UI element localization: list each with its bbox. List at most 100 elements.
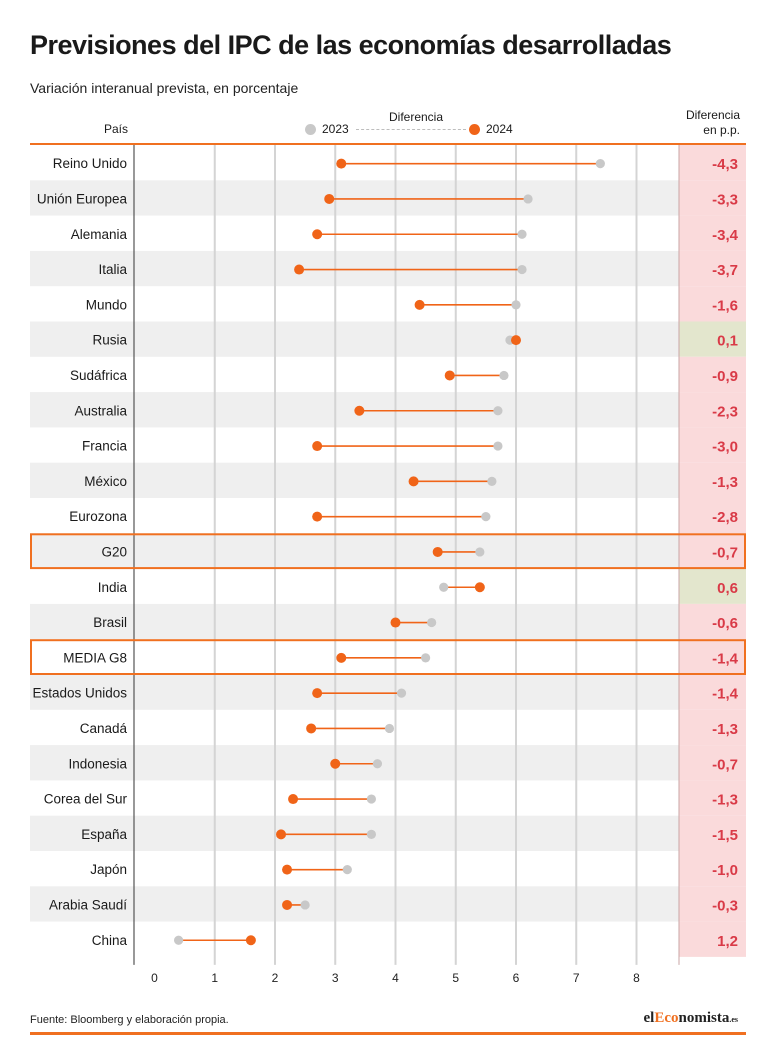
difference-column-header: Diferencia en p.p.: [686, 108, 740, 138]
x-tick-label: 1: [211, 971, 218, 985]
country-label: Unión Europea: [37, 191, 128, 206]
difference-value: -0,6: [712, 615, 738, 632]
country-label: Corea del Sur: [44, 792, 128, 807]
dot-2023: [595, 159, 605, 169]
dot-2023: [174, 935, 184, 945]
difference-cell: [679, 145, 746, 181]
dot-2024: [330, 758, 341, 769]
difference-value: -1,6: [712, 297, 738, 314]
difference-value: 1,2: [717, 933, 738, 950]
dot-2024: [336, 158, 347, 169]
dot-2023: [366, 794, 376, 804]
x-tick-label: 4: [392, 971, 399, 985]
source-note: Fuente: Bloomberg y elaboración propia.: [30, 1014, 229, 1026]
row-stripe: [30, 321, 679, 357]
country-label: Mundo: [86, 297, 127, 312]
publisher-logo: elEconomista.es: [643, 1010, 738, 1026]
difference-value: -3,0: [712, 439, 738, 456]
difference-value: -4,3: [712, 156, 738, 173]
dot-2024: [312, 688, 323, 699]
row-stripe: [30, 674, 679, 710]
legend-label-2023: 2023: [322, 122, 349, 136]
dot-2024: [294, 264, 305, 275]
dot-2024: [408, 476, 419, 487]
x-tick-label: 8: [633, 971, 640, 985]
legend-item-2023: 2023: [305, 122, 349, 136]
difference-cell: [679, 215, 746, 251]
difference-cell: [679, 180, 746, 216]
difference-cell: [679, 745, 746, 781]
difference-value: -1,0: [712, 862, 738, 879]
difference-value: 0,6: [717, 580, 738, 597]
dot-2024: [390, 617, 401, 628]
country-label: Francia: [82, 439, 128, 454]
difference-cell: [679, 533, 746, 569]
difference-cell: [679, 286, 746, 322]
row-stripe: [30, 250, 679, 287]
header-rule: [30, 143, 746, 145]
dot-2023: [421, 653, 431, 663]
dot-2023: [427, 617, 437, 628]
dot-2023: [396, 688, 407, 698]
country-label: Rusia: [92, 333, 127, 348]
chart-title: Previsiones del IPC de las economías des…: [30, 30, 672, 60]
chart-subtitle: Variación interanual prevista, en porcen…: [30, 80, 299, 96]
country-label: Canadá: [80, 721, 128, 736]
dot-2024: [282, 899, 293, 910]
country-label: MEDIA G8: [63, 650, 127, 665]
difference-cell: [679, 462, 746, 498]
difference-cell: [679, 392, 746, 428]
dumbbell-chart: Reino Unido -4,3 Unión Europea -3,3 Alemania…: [30, 145, 746, 985]
dot-2024: [354, 405, 365, 416]
difference-value: -3,3: [712, 191, 738, 208]
row-stripe: [30, 180, 679, 216]
country-label: China: [92, 933, 128, 948]
difference-cell: [679, 356, 746, 393]
dot-2024: [276, 829, 287, 840]
difference-value: -2,8: [712, 509, 738, 526]
dot-2024: [336, 652, 347, 663]
row-stripe: [30, 886, 679, 922]
country-label: Eurozona: [69, 509, 127, 524]
dot-2023: [493, 406, 503, 416]
dot-2023: [481, 512, 491, 522]
legend-dot-2024: [469, 123, 480, 135]
country-label: Reino Unido: [53, 156, 127, 171]
difference-header-line2: en p.p.: [703, 123, 740, 137]
country-label: Italia: [98, 262, 127, 277]
difference-cell: [679, 639, 746, 675]
country-label: Brasil: [93, 615, 127, 630]
row-stripe: [30, 745, 679, 781]
dot-2024: [511, 335, 521, 346]
dot-2023: [517, 229, 527, 239]
dot-2023: [342, 865, 352, 875]
dot-2024: [432, 546, 443, 557]
dot-2024: [288, 794, 299, 805]
difference-header-line1: Diferencia: [685, 108, 740, 122]
dot-2023: [300, 900, 310, 910]
row-stripe: [30, 815, 679, 851]
dot-2023: [439, 582, 449, 592]
difference-cell: [679, 709, 746, 746]
difference-value: 0,1: [717, 333, 738, 350]
difference-cell: [679, 603, 746, 640]
dot-2024: [312, 511, 323, 522]
legend-dot-2023: [305, 123, 316, 135]
dot-2024: [282, 864, 293, 875]
country-label: Indonesia: [68, 756, 127, 771]
difference-value: -1,5: [712, 827, 738, 844]
difference-value: -3,7: [712, 262, 738, 279]
difference-cell: [679, 427, 746, 463]
difference-value: -2,3: [712, 403, 738, 420]
footer-rule: [30, 1032, 746, 1035]
dot-2024: [312, 229, 323, 240]
country-label: G20: [101, 544, 127, 559]
x-tick-label: 0: [151, 971, 158, 985]
difference-cell: [679, 886, 746, 922]
dot-2023: [372, 759, 383, 769]
country-label: India: [98, 580, 128, 595]
difference-cell: [679, 250, 746, 287]
difference-value: -1,3: [712, 792, 738, 809]
difference-cell: [679, 851, 746, 887]
row-stripe: [30, 462, 679, 498]
